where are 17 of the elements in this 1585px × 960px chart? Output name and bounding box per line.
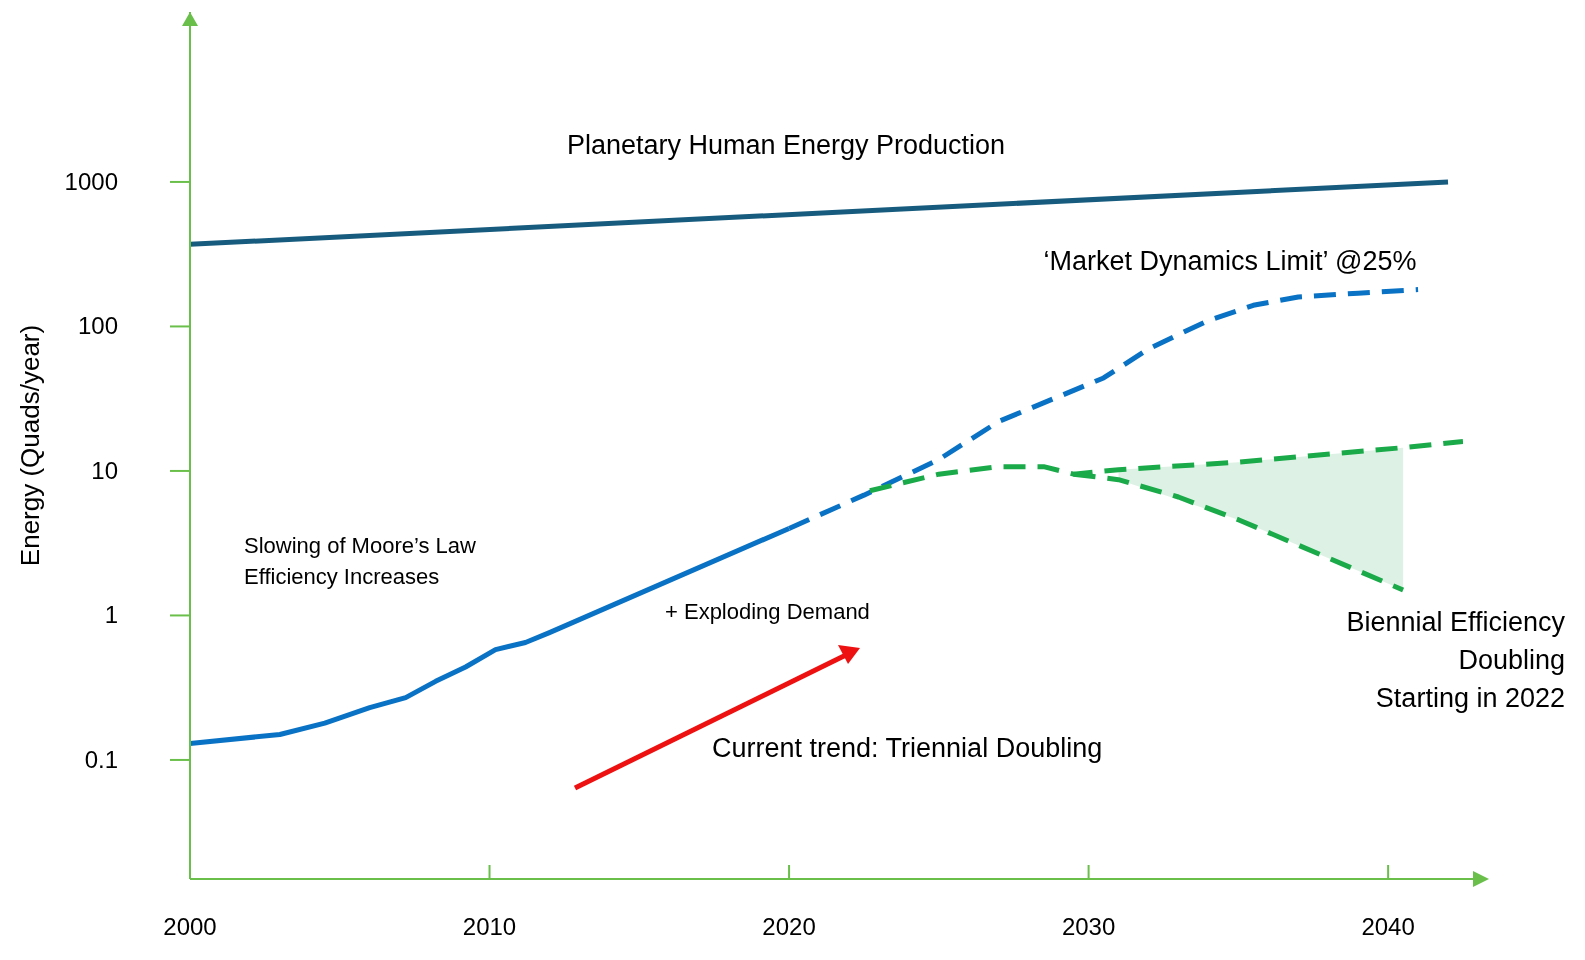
annotation: Biennial Efficiency Doubling Starting in 2022 <box>1346 607 1566 713</box>
y-tick-label: 100 <box>77 312 118 340</box>
x-tick-label: 2040 <box>1361 913 1415 940</box>
x-tick-label: 2020 <box>762 913 816 940</box>
annotation: Planetary Human Energy Production <box>566 130 1006 160</box>
y-tick-label: 0.1 <box>84 745 118 773</box>
x-tick-label: 2030 <box>1061 913 1116 940</box>
annotation: Current trend: Triennial Doubling <box>712 733 1103 763</box>
y-axis-title: Energy (Quads/year) <box>15 324 46 567</box>
x-tick-label: 2010 <box>462 913 517 940</box>
y-tick-label: 1000 <box>64 167 118 195</box>
x-tick-label: 2000 <box>163 913 217 940</box>
annotation: Slowing of Moore’s Law Efficiency Increases <box>244 533 477 589</box>
y-tick-label: 1 <box>104 601 118 629</box>
annotation: + Exploding Demand <box>665 599 870 624</box>
annotation: ‘Market Dynamics Limit’ @25% <box>1043 246 1417 276</box>
y-tick-label: 10 <box>91 456 118 484</box>
